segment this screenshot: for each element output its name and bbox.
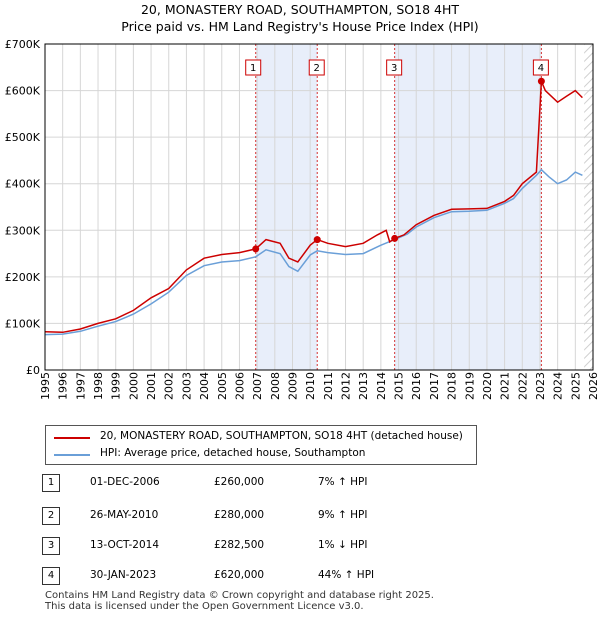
x-tick-label: 2018 bbox=[446, 372, 459, 400]
x-tick-label: 2005 bbox=[216, 372, 229, 400]
legend-swatch-property bbox=[54, 437, 90, 439]
sale-flag-label: 2 bbox=[314, 63, 320, 74]
x-tick-label: 1998 bbox=[92, 372, 105, 400]
x-tick-label: 2021 bbox=[499, 372, 512, 400]
sale-point bbox=[537, 77, 545, 85]
y-tick-label: £600K bbox=[5, 85, 41, 98]
x-tick-label: 2016 bbox=[410, 372, 423, 400]
future-hatched-region bbox=[584, 44, 593, 370]
y-tick-label: £300K bbox=[5, 224, 41, 237]
sale-flag-label: 3 bbox=[391, 63, 397, 74]
chart-title: 20, MONASTERY ROAD, SOUTHAMPTON, SO18 4H… bbox=[140, 2, 459, 17]
sale-hpi-change: 7% ↑ HPI bbox=[318, 476, 368, 488]
sale-point bbox=[252, 245, 260, 253]
x-tick-label: 2013 bbox=[357, 372, 370, 400]
sale-date: 13-OCT-2014 bbox=[90, 539, 159, 551]
table-row: 2 26-MAY-2010 £280,000 9% ↑ HPI bbox=[0, 507, 600, 527]
x-tick-label: 2001 bbox=[145, 372, 158, 400]
x-tick-label: 2004 bbox=[198, 372, 211, 400]
sale-hpi-change: 9% ↑ HPI bbox=[318, 509, 368, 521]
sale-date: 30-JAN-2023 bbox=[90, 569, 157, 581]
x-tick-label: 2025 bbox=[569, 372, 582, 400]
sale-number-badge: 3 bbox=[42, 537, 60, 555]
x-tick-label: 2007 bbox=[251, 372, 264, 400]
sale-hpi-change: 44% ↑ HPI bbox=[318, 569, 375, 581]
sale-price: £260,000 bbox=[214, 476, 265, 488]
x-tick-label: 2014 bbox=[375, 372, 388, 400]
sale-flag-box bbox=[308, 59, 325, 76]
sale-point bbox=[391, 234, 399, 242]
plot-frame bbox=[44, 43, 594, 371]
y-tick-label: £400K bbox=[5, 178, 41, 191]
x-tick-label: 2015 bbox=[393, 372, 406, 400]
sale-date: 26-MAY-2010 bbox=[90, 509, 159, 521]
sale-hpi-change: 1% ↓ HPI bbox=[318, 539, 368, 551]
x-tick-label: 2011 bbox=[322, 372, 335, 400]
y-tick-label: £500K bbox=[5, 131, 41, 144]
x-tick-label: 2020 bbox=[481, 372, 494, 400]
legend: 20, MONASTERY ROAD, SOUTHAMPTON, SO18 4H… bbox=[45, 425, 477, 465]
sale-number-badge: 4 bbox=[42, 567, 60, 585]
x-tick-label: 2022 bbox=[516, 372, 529, 400]
x-tick-label: 2002 bbox=[163, 372, 176, 400]
footer-license: This data is licensed under the Open Gov… bbox=[45, 601, 364, 612]
footer-copyright: Contains HM Land Registry data © Crown c… bbox=[45, 590, 434, 601]
x-tick-label: 2000 bbox=[127, 372, 140, 400]
hpi-series-line bbox=[44, 168, 583, 336]
sale-price: £280,000 bbox=[214, 509, 265, 521]
y-tick-label: £0 bbox=[26, 364, 40, 377]
chart-subtitle: Price paid vs. HM Land Registry's House … bbox=[121, 19, 479, 34]
legend-swatch-hpi bbox=[54, 454, 90, 456]
sale-flag-box bbox=[386, 59, 403, 76]
x-tick-label: 2024 bbox=[552, 372, 565, 400]
sale-price: £620,000 bbox=[214, 569, 265, 581]
footer: Contains HM Land Registry data © Crown c… bbox=[45, 590, 434, 612]
x-tick-label: 2003 bbox=[180, 372, 193, 400]
sale-flag-label: 4 bbox=[538, 63, 544, 74]
x-tick-label: 1997 bbox=[74, 372, 87, 400]
sale-number-badge: 2 bbox=[42, 507, 60, 525]
ownership-period-band bbox=[394, 44, 542, 370]
x-tick-label: 2006 bbox=[233, 372, 246, 400]
x-tick-label: 1999 bbox=[110, 372, 123, 400]
sale-flag-box bbox=[532, 59, 549, 76]
sale-price: £282,500 bbox=[214, 539, 265, 551]
legend-label-hpi: HPI: Average price, detached house, Sout… bbox=[100, 447, 366, 459]
table-row: 3 13-OCT-2014 £282,500 1% ↓ HPI bbox=[0, 537, 600, 557]
y-tick-label: £200K bbox=[5, 271, 41, 284]
x-tick-label: 2026 bbox=[587, 372, 600, 400]
price-chart: £0 £100K £200K £300K £400K £500K £600K £700K 19… bbox=[5, 38, 600, 400]
ownership-period-band bbox=[255, 44, 318, 370]
x-tick-label: 2017 bbox=[428, 372, 441, 400]
x-tick-label: 2008 bbox=[269, 372, 282, 400]
sale-date: 01-DEC-2006 bbox=[90, 476, 160, 488]
x-tick-label: 2023 bbox=[534, 372, 547, 400]
sale-flag-box bbox=[245, 59, 262, 76]
sale-flag-label: 1 bbox=[250, 63, 256, 74]
table-row: 4 30-JAN-2023 £620,000 44% ↑ HPI bbox=[0, 567, 600, 587]
x-tick-label: 1996 bbox=[57, 372, 70, 400]
y-tick-label: £100K bbox=[5, 317, 41, 330]
legend-label-property: 20, MONASTERY ROAD, SOUTHAMPTON, SO18 4H… bbox=[100, 430, 463, 442]
sale-number-badge: 1 bbox=[42, 474, 60, 492]
table-row: 1 01-DEC-2006 £260,000 7% ↑ HPI bbox=[0, 474, 600, 494]
x-tick-label: 2019 bbox=[463, 372, 476, 400]
x-tick-label: 1995 bbox=[39, 372, 52, 400]
x-tick-label: 2012 bbox=[340, 372, 353, 400]
y-tick-label: £700K bbox=[5, 38, 41, 51]
sale-point bbox=[313, 236, 321, 244]
property-series-line bbox=[44, 81, 583, 334]
x-tick-label: 2010 bbox=[304, 372, 317, 400]
x-tick-label: 2009 bbox=[286, 372, 299, 400]
